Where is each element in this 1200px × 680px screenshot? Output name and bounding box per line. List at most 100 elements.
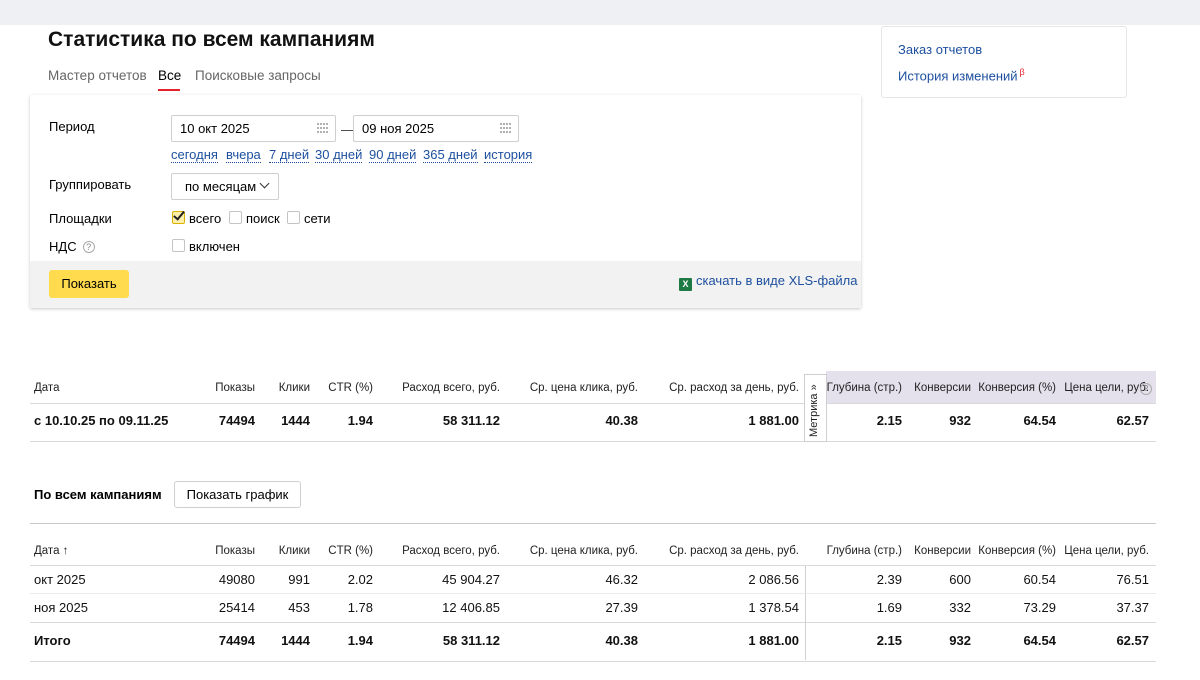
total-ctr: 1.94	[347, 633, 373, 648]
calendar-icon[interactable]	[500, 123, 512, 134]
summary-impressions: 74494	[218, 413, 255, 428]
summary-conversions: 932	[949, 413, 971, 428]
col-ctr[interactable]: CTR (%)	[328, 545, 373, 557]
summary-avg-cpc: 40.38	[605, 413, 638, 428]
col-goal-cost[interactable]: Цена цели, руб.	[1064, 545, 1149, 557]
total-avg-cpc: 40.38	[605, 633, 638, 648]
change-history-label: История изменений	[898, 68, 1018, 84]
total-conversion-rate: 64.54	[1023, 633, 1056, 648]
col-depth[interactable]: Глубина (стр.)	[826, 382, 902, 394]
excel-file-icon: X	[679, 278, 692, 291]
total-impressions: 74494	[218, 633, 255, 648]
col-avg-cpc[interactable]: Ср. цена клика, руб.	[529, 382, 638, 394]
side-links-box: Заказ отчетов История изменений β	[881, 26, 1127, 98]
col-conversions[interactable]: Конверсии	[914, 382, 971, 394]
quick-link-yesterday[interactable]: вчера	[226, 147, 261, 163]
summary-depth: 2.15	[876, 413, 902, 428]
show-graph-button[interactable]: Показать график	[174, 481, 301, 508]
divider	[30, 441, 1156, 442]
vat-checkbox[interactable]	[172, 239, 185, 252]
summary-ctr: 1.94	[347, 413, 373, 428]
col-avg-daily-spend[interactable]: Ср. расход за день, руб.	[669, 545, 799, 557]
order-reports-link[interactable]: Заказ отчетов	[898, 42, 983, 57]
total-depth: 2.15	[876, 633, 902, 648]
col-avg-cpc[interactable]: Ср. цена клика, руб.	[529, 545, 638, 557]
show-button[interactable]: Показать	[49, 270, 129, 298]
period-label: Период	[49, 119, 95, 134]
col-total-spend[interactable]: Расход всего, руб.	[402, 382, 500, 394]
tab-all[interactable]: Все	[158, 68, 182, 83]
group-select[interactable]: по месяцам	[171, 173, 279, 200]
col-goal-cost[interactable]: Цена цели, руб.	[1064, 382, 1149, 394]
quick-link-30-days[interactable]: 30 дней	[315, 147, 363, 163]
row-ctr: 2.02	[347, 572, 373, 587]
metrika-tab-label: Метрика »	[808, 384, 820, 437]
help-icon[interactable]: ?	[82, 241, 95, 253]
total-conversions: 932	[949, 633, 971, 648]
col-date-sort[interactable]: Дата ↑	[34, 545, 69, 557]
summary-avg-daily-spend: 1 881.00	[748, 413, 799, 428]
col-conversions[interactable]: Конверсии	[914, 545, 971, 557]
column-divider	[805, 566, 806, 660]
divider	[30, 622, 1156, 623]
help-icon[interactable]: ?	[1140, 383, 1152, 395]
col-conversion-rate[interactable]: Конверсия (%)	[978, 382, 1056, 394]
col-avg-daily-spend[interactable]: Ср. расход за день, руб.	[669, 382, 799, 394]
row-conversions: 600	[949, 572, 971, 587]
quick-link-365-days[interactable]: 365 дней	[423, 147, 478, 163]
vat-label-text: НДС	[49, 239, 77, 254]
download-xls-label: скачать в виде XLS-файла	[696, 273, 858, 288]
col-impressions[interactable]: Показы	[215, 382, 255, 394]
col-depth[interactable]: Глубина (стр.)	[826, 545, 902, 557]
row-month: ноя 2025	[34, 600, 88, 615]
change-history-link[interactable]: История изменений β	[898, 67, 1025, 83]
date-to-input[interactable]: 09 ноя 2025	[353, 115, 519, 142]
row-depth: 1.69	[876, 600, 902, 615]
row-impressions: 49080	[218, 572, 255, 587]
sites-networks-checkbox[interactable]	[287, 211, 300, 224]
sites-all-checkbox[interactable]	[172, 208, 185, 224]
col-total-spend[interactable]: Расход всего, руб.	[402, 545, 500, 557]
row-avg-daily-spend: 1 378.54	[748, 600, 799, 615]
quick-link-7-days[interactable]: 7 дней	[269, 147, 310, 163]
calendar-icon[interactable]	[317, 123, 329, 134]
sites-search-checkbox[interactable]	[229, 211, 242, 224]
divider	[30, 523, 1156, 524]
divider	[30, 593, 1156, 594]
row-total-spend: 45 904.27	[442, 572, 500, 587]
tab-search-queries[interactable]: Поисковые запросы	[195, 68, 321, 83]
row-avg-daily-spend: 2 086.56	[748, 572, 799, 587]
row-conversions: 332	[949, 600, 971, 615]
row-total-spend: 12 406.85	[442, 600, 500, 615]
total-spend: 58 311.12	[442, 633, 500, 648]
date-from-input[interactable]: 10 окт 2025	[171, 115, 336, 142]
row-month: окт 2025	[34, 572, 86, 587]
row-conversion-rate: 60.54	[1023, 572, 1056, 587]
total-avg-daily-spend: 1 881.00	[748, 633, 799, 648]
col-impressions[interactable]: Показы	[215, 545, 255, 557]
divider	[30, 565, 1156, 566]
quick-link-today[interactable]: сегодня	[171, 147, 218, 163]
summary-clicks: 1444	[281, 413, 310, 428]
metrika-toggle-tab[interactable]: Метрика »	[804, 374, 827, 442]
total-label: Итого	[34, 633, 71, 648]
sites-search-label: поиск	[246, 211, 280, 226]
row-avg-cpc: 27.39	[605, 600, 638, 615]
col-ctr[interactable]: CTR (%)	[328, 382, 373, 394]
quick-link-history[interactable]: история	[484, 147, 533, 163]
col-clicks[interactable]: Клики	[278, 382, 310, 394]
sites-all-label: всего	[189, 211, 222, 226]
panel-footer	[30, 261, 861, 308]
date-from-value: 10 окт 2025	[180, 121, 250, 136]
col-date[interactable]: Дата	[34, 382, 60, 394]
divider	[30, 661, 1156, 662]
summary-total-spend: 58 311.12	[442, 413, 500, 428]
vat-label: НДС?	[49, 239, 95, 254]
col-conversion-rate[interactable]: Конверсия (%)	[978, 545, 1056, 557]
total-goal-cost: 62.57	[1116, 633, 1149, 648]
row-clicks: 453	[288, 600, 310, 615]
col-clicks[interactable]: Клики	[278, 545, 310, 557]
tab-report-master[interactable]: Мастер отчетов	[48, 68, 147, 83]
quick-link-90-days[interactable]: 90 дней	[369, 147, 417, 163]
